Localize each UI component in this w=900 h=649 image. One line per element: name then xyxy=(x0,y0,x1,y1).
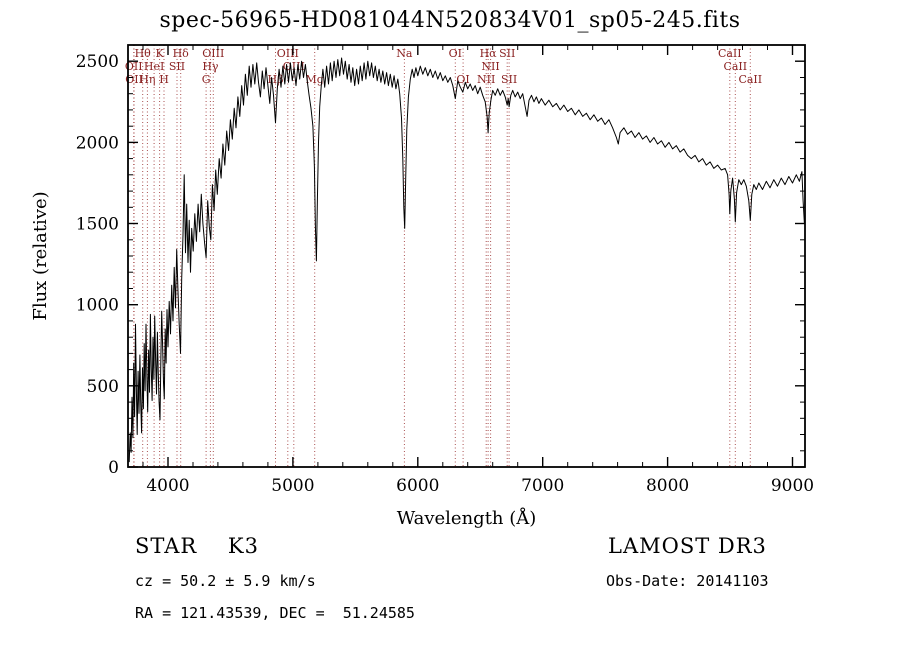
x-axis-label: Wavelength (Å) xyxy=(397,507,537,529)
x-tick-label: 5000 xyxy=(271,476,314,496)
spectral-line-label: Na xyxy=(396,47,413,60)
y-tick-label: 2000 xyxy=(76,133,119,153)
spectral-line-label: CaII xyxy=(738,73,762,86)
spectral-line-label: OII xyxy=(125,73,143,86)
spectral-line-label: Hα xyxy=(480,47,498,60)
radial-velocity-label: cz = 50.2 ± 5.9 km/s xyxy=(135,572,316,590)
y-tick-label: 1000 xyxy=(76,296,119,316)
x-tick-label: 9000 xyxy=(771,476,814,496)
spectral-line-label: Mg xyxy=(306,73,324,86)
object-class-label: STAR K3 xyxy=(135,534,259,558)
spectral-line-label: CaII xyxy=(718,47,742,60)
y-tick-label: 500 xyxy=(87,377,119,397)
y-tick-label: 0 xyxy=(108,458,119,478)
plot-title: spec-56965-HD081044N520834V01_sp05-245.f… xyxy=(159,8,741,33)
spectral-line-label: SII xyxy=(501,73,517,86)
y-tick-label: 2500 xyxy=(76,52,119,72)
x-tick-label: 4000 xyxy=(146,476,189,496)
spectral-line-label: OIII xyxy=(277,47,299,60)
spectral-line-label: SII xyxy=(169,60,185,73)
obs-date-label: Obs-Date: 20141103 xyxy=(606,572,769,590)
spectral-line-label: OI xyxy=(449,47,462,60)
spectral-line-label: Hγ xyxy=(202,60,219,73)
spectral-line-label: CaII xyxy=(723,60,747,73)
spectral-line-label: G xyxy=(202,73,211,86)
spectral-line-label: HeI xyxy=(144,60,164,73)
spectral-line-label: Hδ xyxy=(173,47,190,60)
y-axis-label: Flux (relative) xyxy=(30,191,51,320)
x-tick-label: 8000 xyxy=(646,476,689,496)
spectral-line-label: NII xyxy=(477,73,495,86)
spectral-line-label: K xyxy=(155,47,164,60)
spectrum-trace xyxy=(128,57,805,463)
spectral-line-label: SII xyxy=(499,47,515,60)
x-tick-label: 6000 xyxy=(396,476,439,496)
spectral-line-label: OIII xyxy=(202,47,224,60)
plot-frame xyxy=(127,44,806,468)
spectral-line-label: NII xyxy=(481,60,499,73)
x-tick-label: 7000 xyxy=(521,476,564,496)
spectral-line-label: OIII xyxy=(283,60,305,73)
ra-dec-label: RA = 121.43539, DEC = 51.24585 xyxy=(135,604,415,622)
spectral-line-label: OI xyxy=(456,73,469,86)
spectral-line-label: Hθ xyxy=(135,47,152,60)
spectral-line-label: H xyxy=(159,73,169,86)
y-tick-label: 1500 xyxy=(76,215,119,235)
survey-release-label: LAMOST DR3 xyxy=(608,534,767,558)
spectral-line-label: Hη xyxy=(139,73,155,86)
